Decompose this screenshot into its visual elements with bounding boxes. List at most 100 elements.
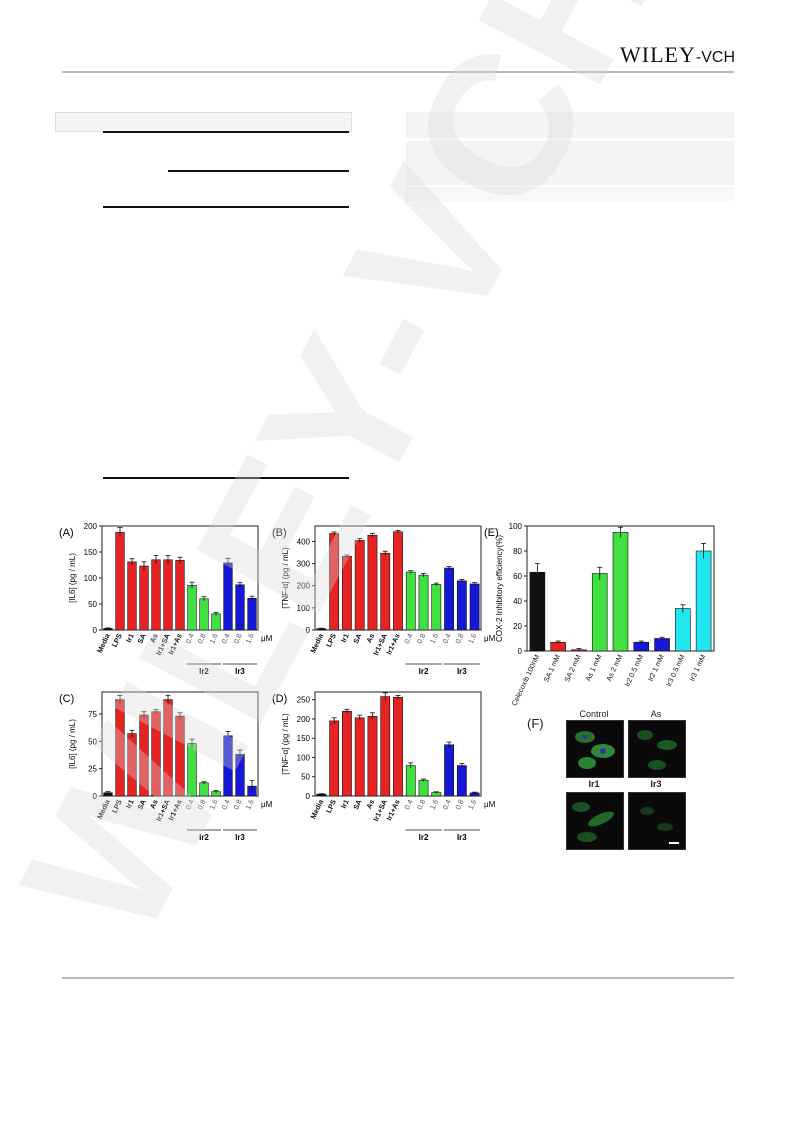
x-tick-label: 0.4 xyxy=(441,632,453,645)
x-tick-label: 0.4 xyxy=(183,632,195,645)
bar xyxy=(199,782,209,797)
bar xyxy=(418,779,429,797)
x-tick-label: As xyxy=(148,798,160,810)
bar xyxy=(223,562,233,631)
y-tick-label: 20 xyxy=(513,622,522,631)
micro-label-control: Control xyxy=(579,709,609,719)
x-tick-label: As 2 mM xyxy=(604,653,624,683)
group-label: Ir3 xyxy=(457,833,467,842)
publisher-logo: WILEY-VCH xyxy=(620,42,735,67)
chart-panel-b: (B) 0 100 200 300 400 [TNF-α] (pg / mL) MediaLP… xyxy=(272,525,496,676)
x-tick-label: LPS xyxy=(110,632,124,649)
panel-label: (B) xyxy=(272,527,287,539)
x-tick-label: 0.8 xyxy=(231,798,243,811)
x-tick-label: SA xyxy=(135,798,147,811)
x-tick-label: 0.8 xyxy=(453,632,465,645)
x-tick-label: Ir3 0.5 mM xyxy=(664,653,687,688)
bar xyxy=(223,735,233,797)
bar xyxy=(235,584,245,631)
bar xyxy=(199,598,209,631)
y-tick-label: 200 xyxy=(297,715,311,724)
table-header-band xyxy=(55,112,352,132)
bar xyxy=(695,550,712,652)
bar xyxy=(591,573,608,652)
y-tick-label: 80 xyxy=(513,547,522,556)
table-header-band xyxy=(406,141,734,185)
x-tick-label: 1.6 xyxy=(207,632,219,645)
bar xyxy=(151,559,161,631)
x-tick-label: Ir1 xyxy=(339,798,351,810)
group-label: Ir2 xyxy=(419,833,429,842)
y-tick-label: 400 xyxy=(297,537,311,546)
x-tick-label: Ir2 0.5 mM xyxy=(622,653,645,688)
x-tick-label: 0.8 xyxy=(195,632,207,645)
table-rule xyxy=(103,206,349,208)
bar xyxy=(550,641,566,652)
bar xyxy=(456,765,467,797)
x-tick-label: Ir3 1 mM xyxy=(687,653,707,683)
x-tick-label: SA xyxy=(135,632,147,645)
y-axis-label: [TNF-α] (pg / mL) xyxy=(281,547,290,609)
y-tick-label: 60 xyxy=(513,572,522,581)
chart-panel-e: (E) 0 20 40 60 80 100 COX-2 Inhibitory efficien… xyxy=(484,522,715,707)
x-tick-label: As xyxy=(364,632,376,644)
x-tick-label: LPS xyxy=(324,632,338,649)
bar xyxy=(163,559,173,631)
x-tick-label: 1.6 xyxy=(466,632,478,645)
x-tick-label: 0.4 xyxy=(219,632,231,645)
x-tick-label: 1.6 xyxy=(243,798,255,811)
bar xyxy=(235,754,245,797)
y-tick-label: 25 xyxy=(88,765,97,774)
x-tick-label: Ir1 xyxy=(124,798,136,810)
bar xyxy=(633,641,650,652)
table-header-band xyxy=(406,187,734,201)
y-tick-label: 50 xyxy=(88,600,97,609)
y-tick-label: 75 xyxy=(88,710,97,719)
unit-label: μM xyxy=(484,800,496,809)
y-axis-label: COX-2 Inhibitory efficiency(%) xyxy=(495,535,504,642)
x-tick-label: As 1 mM xyxy=(583,653,603,683)
x-tick-label: 0.4 xyxy=(441,798,453,811)
bar xyxy=(654,638,670,652)
x-tick-label: SA 2 mM xyxy=(562,653,582,683)
group-label: Ir3 xyxy=(457,667,467,676)
bar xyxy=(163,699,173,797)
micro-image-as xyxy=(628,720,686,778)
x-tick-label: 0.8 xyxy=(415,632,427,645)
micro-image-ir3 xyxy=(628,792,686,850)
y-axis-label: [TNF-α] (pg / mL) xyxy=(281,713,290,775)
y-tick-label: 150 xyxy=(84,548,98,557)
panel-label: (C) xyxy=(59,693,74,705)
group-label: Ir2 xyxy=(199,833,209,842)
x-tick-label: Ir1 xyxy=(124,632,136,644)
bar xyxy=(367,715,378,797)
y-tick-label: 0 xyxy=(93,792,98,801)
x-tick-label: 0.8 xyxy=(453,798,465,811)
y-tick-label: 100 xyxy=(297,753,311,762)
bar xyxy=(405,571,416,631)
micro-label-ir1: Ir1 xyxy=(588,779,600,789)
x-tick-label: 1.6 xyxy=(428,632,440,645)
y-tick-label: 100 xyxy=(84,574,98,583)
y-tick-label: 200 xyxy=(84,522,98,531)
table-header-band xyxy=(406,112,734,138)
x-tick-label: 1.6 xyxy=(428,798,440,811)
unit-label: μM xyxy=(261,800,273,809)
bar xyxy=(418,574,429,631)
panel-label: (A) xyxy=(59,527,74,539)
bar xyxy=(329,533,340,631)
bar xyxy=(329,720,340,797)
bar xyxy=(115,531,125,631)
footer-rule xyxy=(62,977,734,979)
bar xyxy=(380,696,391,797)
group-label: Ir3 xyxy=(235,833,245,842)
table-rule xyxy=(168,170,349,172)
y-tick-label: 40 xyxy=(513,597,522,606)
bar xyxy=(175,715,185,797)
bar xyxy=(187,743,197,797)
y-tick-label: 150 xyxy=(297,734,311,743)
x-tick-label: 0.8 xyxy=(415,798,427,811)
y-tick-label: 50 xyxy=(88,737,97,746)
y-tick-label: 0 xyxy=(306,792,311,801)
